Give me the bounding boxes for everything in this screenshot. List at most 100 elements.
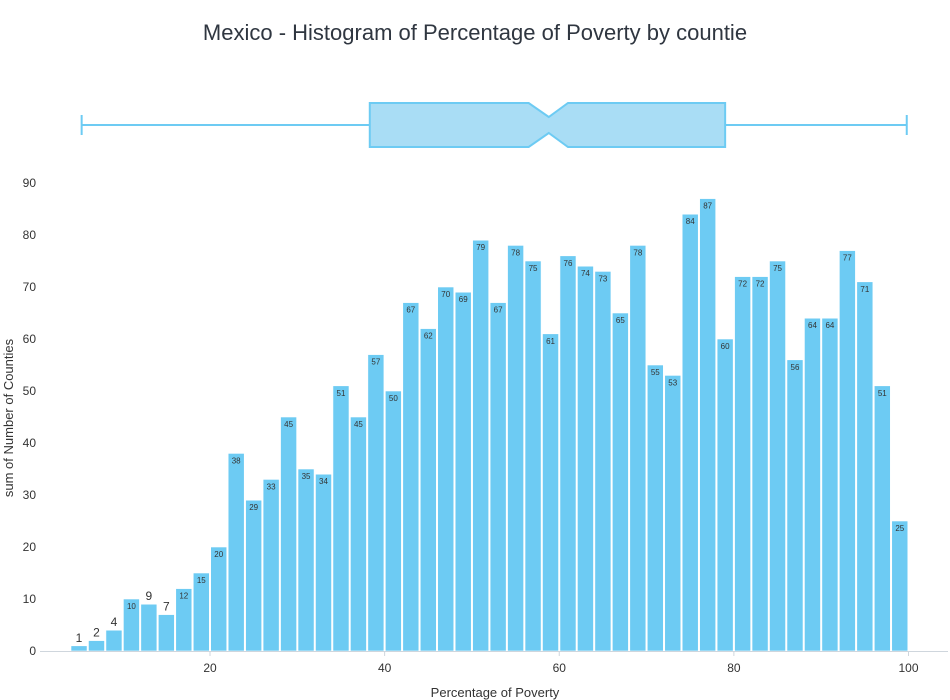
histogram-bar xyxy=(262,479,280,652)
bar-value-label: 62 xyxy=(424,332,433,341)
bar-value-label: 7 xyxy=(163,600,170,614)
histogram-bar xyxy=(577,265,594,652)
histogram-bar xyxy=(856,281,874,652)
bar-value-label: 1 xyxy=(76,631,83,645)
boxplot-box xyxy=(368,102,727,148)
histogram-bar xyxy=(280,416,297,652)
bar-value-label: 64 xyxy=(808,321,817,330)
bar-value-label: 12 xyxy=(179,592,188,601)
y-tick-label: 80 xyxy=(23,228,37,242)
bar-value-label: 84 xyxy=(686,217,695,226)
bar-value-label: 9 xyxy=(146,589,153,603)
y-tick-label: 10 xyxy=(23,592,37,606)
histogram-bar xyxy=(769,260,786,652)
histogram-bar xyxy=(210,546,228,652)
histogram-bar xyxy=(559,255,577,652)
histogram-bar xyxy=(227,453,245,652)
histogram-bar xyxy=(751,276,769,652)
histogram-bar xyxy=(786,359,804,652)
histogram-bar xyxy=(664,375,682,652)
histogram-bar xyxy=(524,260,542,652)
bar-value-label: 10 xyxy=(127,602,136,611)
bar-value-label: 34 xyxy=(319,477,328,486)
y-tick-label: 20 xyxy=(23,540,37,554)
bar-value-label: 51 xyxy=(337,389,346,398)
bar-value-label: 69 xyxy=(459,295,468,304)
bar-value-label: 20 xyxy=(214,550,223,559)
bar-value-label: 56 xyxy=(791,363,800,372)
bar-value-label: 2 xyxy=(93,626,100,640)
histogram-bar xyxy=(70,645,88,652)
bar-value-label: 53 xyxy=(668,378,677,387)
bar-value-label: 51 xyxy=(878,389,887,398)
bar-value-label: 71 xyxy=(860,285,869,294)
bar-value-label: 67 xyxy=(494,306,503,315)
bar-value-label: 64 xyxy=(825,321,834,330)
histogram-bar xyxy=(542,333,559,652)
histogram-bar xyxy=(646,364,664,652)
histogram-bar xyxy=(681,213,699,652)
bar-value-label: 15 xyxy=(197,576,206,585)
bar-labels-group: 1 241097121520382933453534514557506762706… xyxy=(76,202,905,645)
histogram-bar xyxy=(716,338,734,652)
histogram-bar xyxy=(105,629,123,652)
histogram-bar xyxy=(297,468,315,652)
histogram-bar xyxy=(315,473,332,652)
bar-value-label: 38 xyxy=(232,456,241,465)
bar-value-label: 87 xyxy=(703,202,712,211)
histogram-bar xyxy=(472,239,490,652)
bars-group xyxy=(70,198,909,652)
bar-value-label: 78 xyxy=(633,248,642,257)
bar-value-label: 78 xyxy=(511,248,520,257)
bar-value-label: 73 xyxy=(598,274,607,283)
histogram-bar xyxy=(699,198,717,652)
histogram-bar xyxy=(158,614,175,652)
histogram-bar xyxy=(385,390,402,652)
bar-value-label: 70 xyxy=(441,290,450,299)
histogram-bar xyxy=(507,245,524,652)
y-tick-label: 60 xyxy=(23,332,37,346)
y-tick-label: 50 xyxy=(23,384,37,398)
bar-value-label: 45 xyxy=(284,420,293,429)
histogram-bar xyxy=(367,354,385,652)
y-tick-label: 30 xyxy=(23,488,37,502)
bar-value-label: 45 xyxy=(354,420,363,429)
x-tick-label: 60 xyxy=(553,661,567,675)
bar-value-label: 25 xyxy=(895,524,904,533)
bar-value-label: 65 xyxy=(616,316,625,325)
bar-value-label: 75 xyxy=(773,264,782,273)
bar-value-label: 77 xyxy=(843,254,852,263)
histogram-bar xyxy=(437,286,455,652)
bar-value-label: 79 xyxy=(476,243,485,252)
bar-value-label: 75 xyxy=(529,264,538,273)
histogram-bar xyxy=(454,291,472,652)
histogram-bar xyxy=(839,250,856,652)
bar-value-label: 29 xyxy=(249,503,258,512)
histogram-bar xyxy=(419,328,437,652)
boxplot xyxy=(80,102,908,148)
histogram-bar xyxy=(402,302,420,652)
histogram-bar xyxy=(804,317,821,652)
bar-value-label: 50 xyxy=(389,394,398,403)
x-tick-label: 20 xyxy=(203,661,217,675)
x-tick-label: 100 xyxy=(898,661,918,675)
y-tick-label: 70 xyxy=(23,280,37,294)
chart-title: Mexico - Histogram of Percentage of Pove… xyxy=(203,20,747,45)
x-tick-label: 40 xyxy=(378,661,392,675)
bar-value-label: 57 xyxy=(371,358,380,367)
histogram-bar xyxy=(489,302,507,652)
y-axis-label: sum of Number of Counties xyxy=(1,338,16,497)
histogram-bar xyxy=(350,416,367,652)
x-axis-ticks: 20 40 60 80 100 xyxy=(203,651,919,675)
bar-value-label: 72 xyxy=(756,280,765,289)
bar-value-label: 60 xyxy=(721,342,730,351)
bar-value-label: 67 xyxy=(406,306,415,315)
y-axis-ticks: 0 10 20 30 40 50 60 70 80 90 xyxy=(23,176,37,658)
histogram-bar xyxy=(140,603,158,652)
histogram-bar xyxy=(891,520,909,652)
histogram-bar xyxy=(332,385,350,652)
bar-value-label: 74 xyxy=(581,269,590,278)
y-tick-label: 40 xyxy=(23,436,37,450)
histogram-bar xyxy=(594,271,612,652)
bar-value-label: 76 xyxy=(564,259,573,268)
